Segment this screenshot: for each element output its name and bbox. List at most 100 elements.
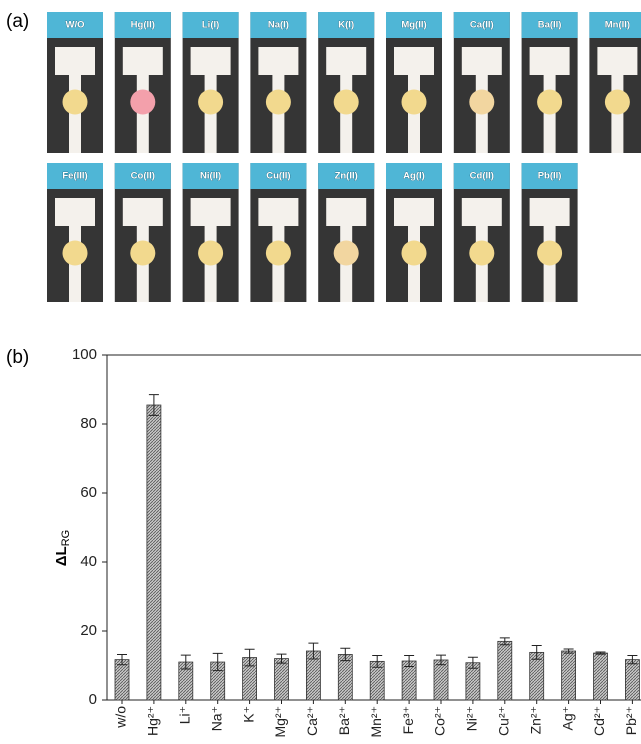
strip-pad bbox=[258, 47, 298, 75]
bar bbox=[115, 660, 129, 700]
panel-a-label: (a) bbox=[6, 11, 29, 32]
strip-pad bbox=[394, 47, 434, 75]
sensing-spot bbox=[266, 241, 291, 266]
strip: Mg(II) bbox=[386, 12, 442, 153]
sensing-spot bbox=[266, 90, 291, 115]
figure: (a) (b) W/OHg(II)Li(I)Na(I)K(I)Mg(II)Ca(… bbox=[0, 0, 641, 744]
strip-photos: W/O Hg(II) Li(I) Na(I) K(I) Mg(II) Ca(II) Ba(II… bbox=[47, 12, 641, 302]
strip-label: Mg(II) bbox=[401, 20, 426, 31]
strip-pad bbox=[326, 198, 366, 226]
strip: Ni(II) bbox=[183, 163, 239, 302]
sensing-spot bbox=[198, 241, 223, 266]
strip: W/O bbox=[47, 12, 103, 153]
sensing-spot bbox=[130, 241, 155, 266]
strip-label: Fe(III) bbox=[62, 171, 87, 182]
strip: Pb(II) bbox=[522, 163, 578, 302]
strip: Co(II) bbox=[115, 163, 171, 302]
strip-label: Ni(II) bbox=[200, 171, 221, 182]
strip-label: Ag(I) bbox=[403, 171, 425, 182]
strip-pad bbox=[530, 47, 570, 75]
sensing-spot bbox=[63, 241, 88, 266]
bar bbox=[147, 405, 161, 700]
strip-pad bbox=[55, 47, 95, 75]
strip: Zn(II) bbox=[318, 163, 374, 302]
strip-pad bbox=[123, 198, 163, 226]
strip-label: Ba(II) bbox=[538, 20, 562, 31]
strip: Cd(II) bbox=[454, 163, 510, 302]
strip: Hg(II) bbox=[115, 12, 171, 153]
x-tick-label: Ni²⁺ bbox=[464, 706, 480, 731]
strip-label: Ca(II) bbox=[470, 20, 494, 31]
x-tick-label: Cu²⁺ bbox=[496, 706, 512, 736]
x-tick-label: K⁺ bbox=[240, 706, 256, 723]
y-label-sub: RG bbox=[60, 530, 72, 547]
strip-label: Hg(II) bbox=[131, 20, 155, 31]
sensing-spot bbox=[469, 241, 494, 266]
strip-pad bbox=[55, 198, 95, 226]
strip-label: Cd(II) bbox=[470, 171, 494, 182]
sensing-spot bbox=[402, 90, 427, 115]
strip: Fe(III) bbox=[47, 163, 103, 302]
y-tick-label: 100 bbox=[72, 346, 97, 363]
strip: Ba(II) bbox=[522, 12, 578, 153]
sensing-spot bbox=[537, 241, 562, 266]
strip-pad bbox=[462, 47, 502, 75]
strip: K(I) bbox=[318, 12, 374, 153]
y-tick-label: 80 bbox=[80, 415, 97, 432]
x-tick-label: Co²⁺ bbox=[432, 706, 448, 736]
strip: Ca(II) bbox=[454, 12, 510, 153]
sensing-spot bbox=[605, 90, 630, 115]
y-label-main: ΔL bbox=[53, 546, 70, 566]
y-tick-label: 40 bbox=[80, 553, 97, 570]
strip: Ag(I) bbox=[386, 163, 442, 302]
bar bbox=[594, 653, 608, 700]
strip: Na(I) bbox=[250, 12, 306, 153]
x-tick-label: Zn²⁺ bbox=[527, 706, 543, 734]
strip-pad bbox=[597, 47, 637, 75]
strip-label: Mn(II) bbox=[605, 20, 630, 31]
strip: Li(I) bbox=[183, 12, 239, 153]
x-tick-label: Na⁺ bbox=[208, 706, 224, 731]
sensing-spot bbox=[402, 241, 427, 266]
strip-pad bbox=[258, 198, 298, 226]
x-tick-label: Pb²⁺ bbox=[623, 706, 639, 735]
strip-pad bbox=[123, 47, 163, 75]
x-tick-label: Ag⁺ bbox=[559, 706, 575, 731]
strip-label: W/O bbox=[66, 20, 85, 31]
x-tick-label: Mg²⁺ bbox=[272, 706, 288, 738]
strip-label: Zn(II) bbox=[335, 171, 358, 182]
strip-label: Cu(II) bbox=[266, 171, 290, 182]
bar bbox=[562, 651, 576, 700]
x-tick-label: Hg²⁺ bbox=[145, 706, 161, 736]
sensing-spot bbox=[469, 90, 494, 115]
strip-label: Pb(II) bbox=[538, 171, 562, 182]
y-tick-label: 0 bbox=[89, 691, 97, 708]
sensing-spot bbox=[537, 90, 562, 115]
strip-pad bbox=[394, 198, 434, 226]
strip: Cu(II) bbox=[250, 163, 306, 302]
strip: Mn(II) bbox=[589, 12, 641, 153]
bar bbox=[498, 641, 512, 700]
sensing-spot bbox=[63, 90, 88, 115]
x-tick-label: w/o bbox=[113, 706, 129, 729]
plot-frame bbox=[107, 355, 641, 700]
sensing-spot bbox=[198, 90, 223, 115]
x-tick-label: Fe³⁺ bbox=[400, 706, 416, 734]
bar bbox=[275, 659, 289, 700]
y-tick-label: 20 bbox=[80, 622, 97, 639]
bar bbox=[338, 654, 352, 700]
x-tick-label: Li⁺ bbox=[177, 706, 193, 724]
strip-label: Na(I) bbox=[268, 20, 289, 31]
strip-label: Co(II) bbox=[131, 171, 155, 182]
strip-pad bbox=[191, 198, 231, 226]
bar bbox=[434, 660, 448, 700]
x-tick-label: Ba²⁺ bbox=[336, 706, 352, 735]
strip-pad bbox=[530, 198, 570, 226]
bar bbox=[625, 660, 639, 700]
sensing-spot bbox=[334, 90, 359, 115]
sensing-spot bbox=[130, 90, 155, 115]
y-axis-label: ΔLRG bbox=[53, 530, 72, 566]
x-tick-label: Cd²⁺ bbox=[591, 706, 607, 736]
strip-pad bbox=[462, 198, 502, 226]
